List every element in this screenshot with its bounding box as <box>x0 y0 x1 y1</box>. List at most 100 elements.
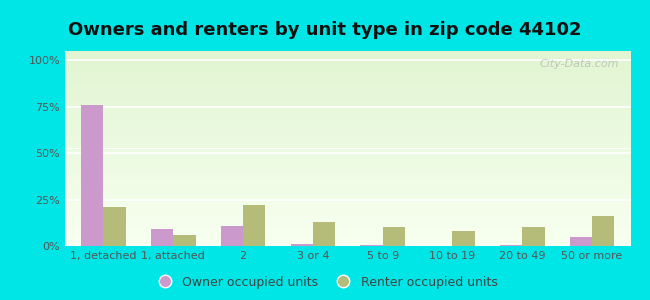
Bar <box>221 226 243 246</box>
Bar <box>65 150 630 152</box>
Bar <box>65 82 630 84</box>
Bar <box>65 121 630 123</box>
Bar <box>65 135 630 137</box>
Bar <box>65 123 630 125</box>
Bar <box>65 223 630 224</box>
Bar <box>65 166 630 168</box>
Bar <box>65 209 630 211</box>
Bar <box>65 139 630 141</box>
Bar <box>65 59 630 61</box>
Bar <box>65 195 630 197</box>
Bar <box>570 237 592 246</box>
Bar <box>173 235 196 246</box>
Legend: Owner occupied units, Renter occupied units: Owner occupied units, Renter occupied un… <box>148 271 502 294</box>
Bar <box>65 133 630 135</box>
Bar <box>65 74 630 76</box>
Bar <box>291 244 313 246</box>
Bar <box>65 199 630 201</box>
Bar <box>65 156 630 158</box>
Bar <box>65 229 630 230</box>
Bar <box>65 213 630 215</box>
Bar <box>65 115 630 117</box>
Bar <box>65 242 630 244</box>
Bar <box>65 96 630 98</box>
Bar <box>65 103 630 106</box>
Text: Owners and renters by unit type in zip code 44102: Owners and renters by unit type in zip c… <box>68 21 582 39</box>
Bar <box>360 245 383 246</box>
Bar <box>65 67 630 68</box>
Bar <box>65 80 630 82</box>
Bar <box>65 168 630 170</box>
Bar <box>65 234 630 236</box>
Bar <box>65 152 630 154</box>
Bar <box>65 141 630 142</box>
Bar <box>65 119 630 121</box>
Bar <box>65 236 630 238</box>
Bar <box>65 145 630 146</box>
Bar <box>65 201 630 203</box>
Bar <box>65 106 630 107</box>
Bar <box>65 129 630 131</box>
Bar <box>65 244 630 246</box>
Bar <box>65 127 630 129</box>
Bar <box>65 55 630 57</box>
Bar <box>65 131 630 133</box>
Bar <box>500 245 523 246</box>
Bar <box>65 170 630 172</box>
Bar <box>65 70 630 72</box>
Bar <box>65 68 630 70</box>
Text: City-Data.com: City-Data.com <box>540 59 619 69</box>
Bar <box>65 51 630 53</box>
Bar <box>383 227 405 246</box>
Bar <box>65 220 630 223</box>
Bar <box>65 125 630 127</box>
Bar <box>81 105 103 246</box>
Bar <box>65 162 630 164</box>
Bar <box>65 211 630 213</box>
Bar <box>65 107 630 110</box>
Bar <box>65 100 630 102</box>
Bar <box>65 98 630 100</box>
Bar <box>65 180 630 182</box>
Bar <box>65 88 630 90</box>
Bar <box>65 61 630 63</box>
Bar <box>65 240 630 242</box>
Bar <box>65 191 630 193</box>
Bar <box>65 102 630 103</box>
Bar <box>65 158 630 160</box>
Bar <box>523 227 545 246</box>
Bar <box>65 78 630 80</box>
Bar <box>243 205 265 246</box>
Bar <box>65 226 630 229</box>
Bar <box>65 215 630 217</box>
Bar <box>313 222 335 246</box>
Bar <box>65 164 630 166</box>
Bar <box>65 178 630 180</box>
Bar <box>65 86 630 88</box>
Bar <box>592 216 614 246</box>
Bar <box>65 182 630 184</box>
Bar <box>65 90 630 92</box>
Bar <box>65 84 630 86</box>
Bar <box>65 203 630 205</box>
Bar <box>65 154 630 156</box>
Bar <box>65 184 630 185</box>
Bar <box>65 190 630 191</box>
Bar <box>151 229 173 246</box>
Bar <box>65 205 630 207</box>
Bar <box>452 231 474 246</box>
Bar <box>65 111 630 113</box>
Bar <box>65 113 630 115</box>
Bar <box>65 207 630 209</box>
Bar <box>65 172 630 174</box>
Bar <box>65 72 630 74</box>
Bar <box>65 224 630 226</box>
Bar <box>65 176 630 178</box>
Bar <box>65 53 630 55</box>
Bar <box>65 110 630 111</box>
Bar <box>65 230 630 232</box>
Bar <box>65 217 630 219</box>
Bar <box>65 146 630 148</box>
Bar <box>65 148 630 150</box>
Bar <box>65 160 630 162</box>
